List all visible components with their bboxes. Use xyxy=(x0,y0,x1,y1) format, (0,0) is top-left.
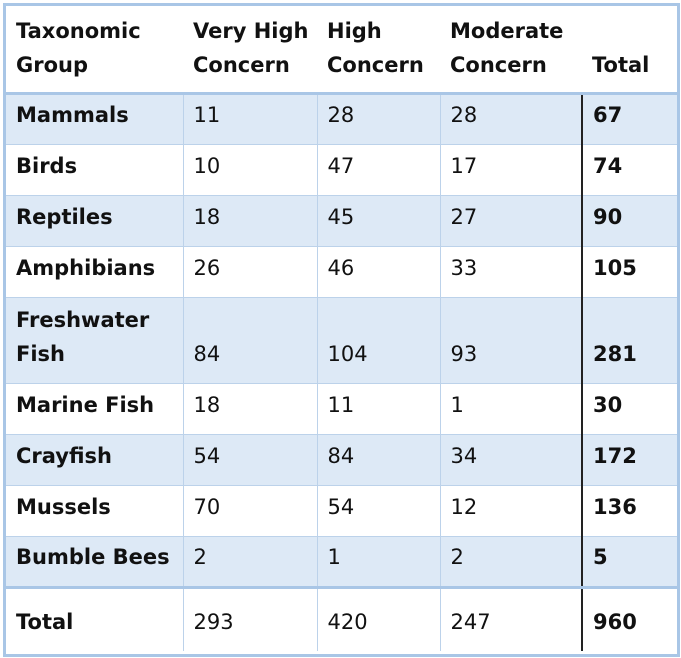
header-high-concern: High Concern xyxy=(317,6,440,95)
group-cell: Birds xyxy=(6,144,183,196)
group-cell: Amphibians xyxy=(6,246,183,298)
total-label-cell: Total xyxy=(6,587,183,651)
very-high-cell: 54 xyxy=(182,434,317,486)
total-cell: 105 xyxy=(581,246,677,298)
table-row: Marine Fish 18 11 1 30 xyxy=(6,383,677,435)
high-cell: 84 xyxy=(316,434,440,486)
header-taxonomic-group: Taxonomic Group xyxy=(6,6,183,95)
header-total: Total xyxy=(582,6,677,95)
moderate-cell: 34 xyxy=(439,434,582,486)
header-moderate-concern: Moderate Concern xyxy=(440,6,582,95)
table-row: Reptiles 18 45 27 90 xyxy=(6,195,677,247)
group-cell: Marine Fish xyxy=(6,383,183,435)
group-cell: Freshwater Fish xyxy=(6,297,183,384)
concern-table-frame: Taxonomic Group Very High Concern High Conc… xyxy=(3,3,680,657)
group-cell: Mussels xyxy=(6,485,183,537)
moderate-cell: 28 xyxy=(439,93,582,145)
header-row: Taxonomic Group Very High Concern High Conc… xyxy=(6,6,677,95)
total-cell: 74 xyxy=(581,144,677,196)
table-row: Bumble Bees 2 1 2 5 xyxy=(6,536,677,589)
moderate-cell: 17 xyxy=(439,144,582,196)
table-row: Mammals 11 28 28 67 xyxy=(6,93,677,145)
group-cell: Reptiles xyxy=(6,195,183,247)
very-high-cell: 26 xyxy=(182,246,317,298)
very-high-cell: 18 xyxy=(182,195,317,247)
table-row: Crayfish 54 84 34 172 xyxy=(6,434,677,486)
group-cell: Mammals xyxy=(6,93,183,145)
very-high-cell: 18 xyxy=(182,383,317,435)
total-cell: 30 xyxy=(581,383,677,435)
very-high-cell: 2 xyxy=(182,536,317,589)
very-high-cell: 10 xyxy=(182,144,317,196)
high-cell: 1 xyxy=(316,536,440,589)
very-high-total-cell: 293 xyxy=(182,587,317,651)
very-high-cell: 84 xyxy=(182,297,317,384)
moderate-cell: 12 xyxy=(439,485,582,537)
table-row: Freshwater Fish 84 104 93 281 xyxy=(6,297,677,384)
high-cell: 45 xyxy=(316,195,440,247)
moderate-cell: 33 xyxy=(439,246,582,298)
high-cell: 11 xyxy=(316,383,440,435)
high-cell: 54 xyxy=(316,485,440,537)
very-high-cell: 70 xyxy=(182,485,317,537)
grand-total-cell: 960 xyxy=(581,587,677,651)
total-cell: 5 xyxy=(581,536,677,589)
moderate-cell: 2 xyxy=(439,536,582,589)
high-cell: 46 xyxy=(316,246,440,298)
table-row: Mussels 70 54 12 136 xyxy=(6,485,677,537)
total-cell: 136 xyxy=(581,485,677,537)
totals-row: Total 293 420 247 960 xyxy=(6,587,677,651)
table-row: Birds 10 47 17 74 xyxy=(6,144,677,196)
high-cell: 28 xyxy=(316,93,440,145)
high-cell: 47 xyxy=(316,144,440,196)
moderate-cell: 1 xyxy=(439,383,582,435)
total-cell: 67 xyxy=(581,93,677,145)
total-cell: 281 xyxy=(581,297,677,384)
total-cell: 90 xyxy=(581,195,677,247)
total-cell: 172 xyxy=(581,434,677,486)
group-cell: Bumble Bees xyxy=(6,536,183,589)
moderate-cell: 93 xyxy=(439,297,582,384)
group-cell: Crayfish xyxy=(6,434,183,486)
high-total-cell: 420 xyxy=(316,587,440,651)
very-high-cell: 11 xyxy=(182,93,317,145)
moderate-cell: 27 xyxy=(439,195,582,247)
high-cell: 104 xyxy=(316,297,440,384)
header-very-high-concern: Very High Concern xyxy=(183,6,317,95)
moderate-total-cell: 247 xyxy=(439,587,582,651)
table-row: Amphibians 26 46 33 105 xyxy=(6,246,677,298)
concern-table: Taxonomic Group Very High Concern High Conc… xyxy=(6,6,677,651)
